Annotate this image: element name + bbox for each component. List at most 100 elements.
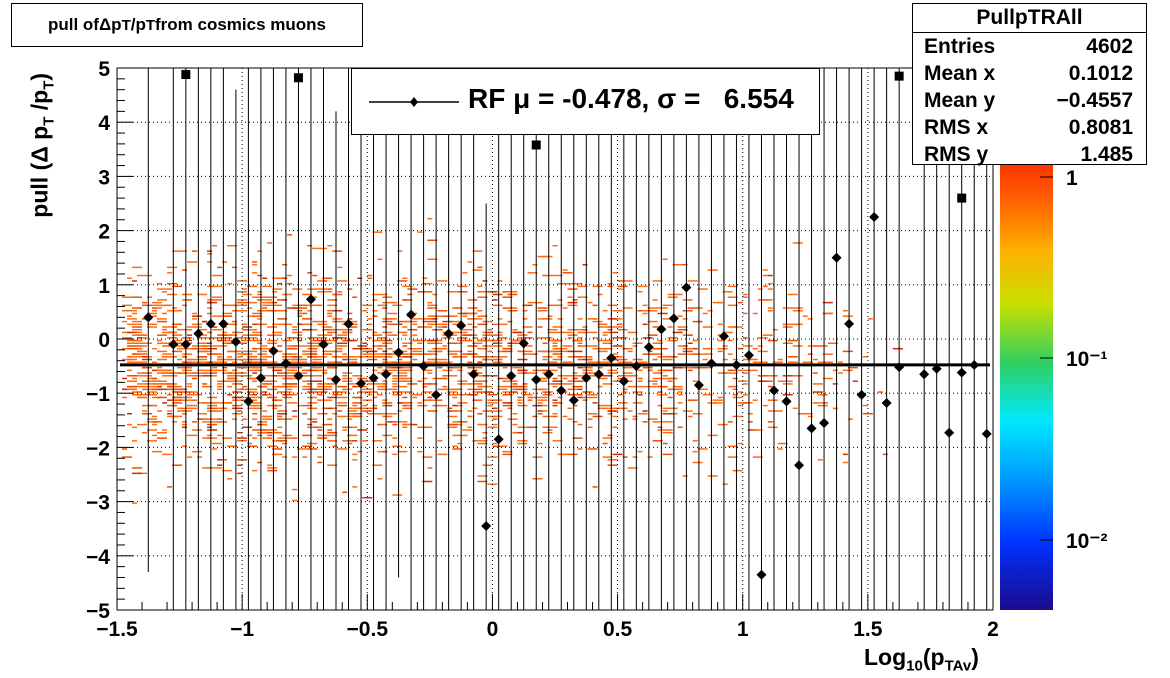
histogram-bin [477, 480, 488, 483]
histogram-bin [632, 418, 638, 420]
histogram-bin [132, 426, 138, 429]
histogram-bin [662, 369, 673, 372]
histogram-bin [567, 282, 578, 285]
histogram-bin [402, 369, 413, 372]
histogram-bin [622, 418, 628, 420]
histogram-bin [307, 418, 313, 420]
histogram-bin [232, 391, 243, 393]
histogram-bin [637, 394, 643, 396]
histogram-bin [457, 356, 468, 358]
histogram-bin [727, 353, 733, 355]
histogram-bin [657, 339, 663, 342]
profile-point [481, 520, 492, 531]
histogram-bin [612, 407, 618, 410]
histogram-bin [282, 391, 293, 393]
histogram-bin [272, 277, 283, 279]
histogram-bin [217, 334, 228, 336]
histogram-bin [642, 310, 648, 312]
histogram-bin [562, 361, 573, 363]
histogram-bin [552, 342, 558, 345]
histogram-bin [642, 304, 648, 307]
histogram-bin [542, 358, 548, 361]
histogram-bin [207, 361, 213, 363]
histogram-bin [267, 396, 278, 399]
histogram-bin [327, 361, 338, 363]
histogram-bin [222, 304, 233, 307]
histogram-bin [437, 358, 448, 361]
histogram-bin [367, 328, 373, 331]
histogram-bin [687, 415, 693, 418]
histogram-bin [622, 391, 628, 393]
histogram-bin [152, 315, 158, 317]
histogram-bin [652, 326, 663, 328]
histogram-bin [532, 404, 543, 407]
histogram-bin [227, 356, 233, 358]
histogram-bin [157, 421, 163, 423]
histogram-bin [642, 353, 653, 355]
histogram-bin [787, 323, 798, 326]
histogram-bin [202, 418, 213, 420]
histogram-bin [312, 350, 318, 353]
histogram-bin [122, 396, 128, 399]
histogram-bin [487, 328, 493, 331]
histogram-bin [487, 402, 493, 404]
histogram-bin [407, 404, 413, 407]
histogram-bin [347, 358, 358, 361]
histogram-bin [342, 337, 348, 339]
histogram-bin [487, 404, 493, 407]
profile-point [318, 339, 329, 350]
histogram-bin [307, 388, 318, 391]
histogram-bin [342, 440, 353, 442]
histogram-bin [312, 426, 323, 429]
histogram-bin [552, 274, 563, 277]
histogram-bin [342, 429, 348, 431]
histogram-bin [802, 361, 813, 363]
histogram-bin [432, 293, 438, 296]
histogram-bin [307, 383, 313, 385]
histogram-bin [252, 377, 258, 380]
histogram-bin [402, 423, 408, 426]
histogram-bin [162, 375, 173, 377]
histogram-bin [487, 456, 498, 458]
histogram-bin [497, 337, 508, 339]
histogram-bin [537, 307, 548, 309]
histogram-bin [262, 418, 273, 420]
histogram-bin [742, 293, 748, 296]
histogram-bin [337, 280, 348, 282]
histogram-bin [377, 258, 383, 261]
histogram-bin [242, 353, 253, 355]
histogram-bin [582, 366, 593, 369]
histogram-bin [137, 350, 148, 353]
histogram-bin [407, 380, 413, 382]
histogram-bin [422, 353, 433, 355]
histogram-bin [317, 288, 328, 290]
histogram-bin [292, 328, 298, 331]
histogram-bin [592, 304, 598, 307]
histogram-bin [607, 331, 613, 334]
histogram-bin [452, 366, 463, 369]
histogram-bin [482, 391, 488, 393]
histogram-bin [302, 369, 308, 372]
histogram-bin [417, 291, 428, 293]
histogram-bin [197, 350, 208, 353]
histogram-bin [617, 323, 623, 326]
histogram-bin [347, 410, 358, 412]
histogram-bin [637, 310, 643, 312]
histogram-bin [527, 396, 533, 399]
histogram-bin [142, 380, 153, 382]
histogram-bin [532, 353, 538, 355]
histogram-bin [632, 358, 643, 361]
histogram-bin [382, 307, 388, 309]
histogram-bin [522, 353, 533, 355]
histogram-bin [147, 323, 158, 326]
histogram-bin [577, 396, 583, 399]
histogram-bin [617, 394, 623, 396]
histogram-bin [552, 399, 558, 401]
histogram-bin [237, 337, 243, 339]
histogram-bin [297, 307, 308, 309]
histogram-bin [402, 402, 408, 404]
histogram-bin [157, 366, 163, 369]
histogram-bin [142, 356, 148, 358]
histogram-bin [397, 450, 408, 453]
